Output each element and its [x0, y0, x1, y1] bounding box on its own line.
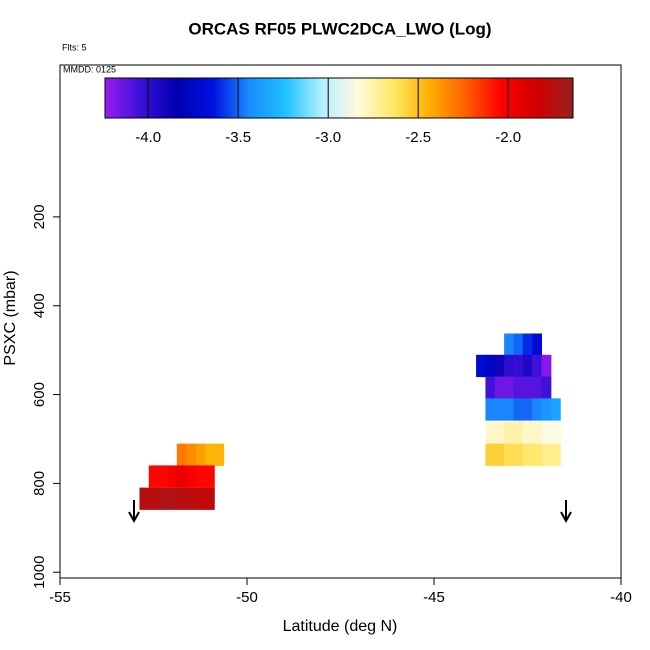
cell [541, 398, 552, 421]
colorbar-tick-label: -2.0 [495, 129, 521, 146]
cell [176, 443, 187, 466]
cell [485, 376, 496, 399]
cell [158, 465, 169, 488]
cell [186, 443, 197, 466]
cell [504, 376, 514, 399]
cell [504, 443, 514, 466]
y-tick-label: 200 [31, 204, 48, 229]
plot-frame [59, 64, 622, 579]
cell [541, 376, 552, 399]
cell [504, 354, 514, 378]
cell [176, 465, 187, 488]
cell [550, 421, 561, 444]
x-tick-label: -45 [423, 589, 445, 606]
chart-title: ORCAS RF05 PLWC2DCA_LWO (Log) [188, 19, 491, 38]
cell [214, 443, 225, 466]
cell [204, 443, 215, 466]
cell [541, 354, 552, 378]
cell [513, 376, 524, 399]
arrow [560, 500, 572, 524]
cell [522, 421, 533, 444]
colorbar-tick-label: -3.0 [315, 129, 341, 146]
cell [485, 398, 496, 421]
cell [532, 398, 543, 421]
cell [148, 487, 159, 510]
cell [494, 376, 505, 399]
cell [522, 333, 533, 356]
cell [541, 443, 552, 466]
cell [522, 398, 533, 421]
cell [186, 465, 197, 488]
cell [522, 443, 533, 466]
cell [176, 487, 187, 510]
cell [504, 398, 514, 421]
cell [485, 443, 496, 466]
cell [541, 421, 552, 444]
cell [550, 398, 561, 421]
x-tick-label: -55 [49, 589, 71, 606]
arrow [128, 500, 140, 524]
cell [167, 465, 178, 488]
subtitle: Flts: 5 [62, 42, 87, 52]
annotation: MMDD: 0125 [63, 64, 116, 74]
cell [504, 333, 514, 356]
cell [148, 465, 159, 488]
cell [485, 354, 496, 378]
cell [476, 354, 486, 378]
cell [513, 354, 524, 378]
cell [513, 421, 524, 444]
cell [167, 487, 178, 510]
cell [204, 487, 215, 510]
cell [494, 421, 505, 444]
cell [494, 443, 505, 466]
x-tick-label: -40 [610, 589, 632, 606]
cell [550, 443, 561, 466]
cell [504, 421, 514, 444]
cell [494, 354, 505, 378]
colorbar-tick-label: -3.5 [225, 129, 251, 146]
colorbar [104, 77, 574, 119]
y-tick-label: 400 [31, 293, 48, 318]
cell [158, 487, 169, 510]
colorbar-tick-label: -2.5 [405, 129, 431, 146]
cell [532, 376, 543, 399]
cell [204, 465, 215, 488]
y-tick-label: 1000 [31, 556, 48, 589]
cell [513, 333, 524, 356]
cell [532, 443, 543, 466]
cell [513, 398, 524, 421]
cell [532, 333, 543, 356]
cell [522, 376, 533, 399]
y-axis-label: PSXC (mbar) [2, 270, 19, 365]
cell [513, 443, 524, 466]
cell [195, 487, 206, 510]
y-tick-label: 600 [31, 382, 48, 407]
colorbar-tick-label: -4.0 [135, 129, 161, 146]
x-axis-label: Latitude (deg N) [283, 618, 398, 635]
cell [485, 421, 496, 444]
cell [186, 487, 197, 510]
cell [532, 421, 543, 444]
cell [532, 354, 543, 378]
x-tick-label: -50 [236, 589, 258, 606]
cell [195, 465, 206, 488]
cell [139, 487, 150, 510]
y-tick-label: 800 [31, 471, 48, 496]
cell [195, 443, 206, 466]
cell [522, 354, 533, 378]
cell [494, 398, 505, 421]
